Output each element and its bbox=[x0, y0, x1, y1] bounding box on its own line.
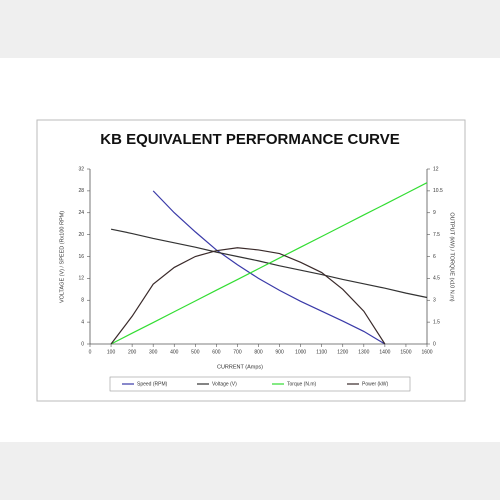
x-tick-label: 1100 bbox=[316, 349, 327, 355]
x-tick-label: 500 bbox=[191, 349, 200, 355]
legend-box bbox=[109, 376, 411, 392]
y-tick-label: 28 bbox=[78, 188, 84, 194]
y-tick-label: 32 bbox=[78, 166, 84, 172]
y-tick-label: 20 bbox=[78, 232, 84, 238]
y-tick-label: 4 bbox=[81, 319, 84, 325]
x-axis-title: CURRENT (Amps) bbox=[217, 364, 263, 370]
chart-title: KB EQUIVALENT PERFORMANCE CURVE bbox=[100, 131, 399, 148]
x-tick-label: 400 bbox=[170, 349, 179, 355]
x-tick-label: 1200 bbox=[337, 349, 348, 355]
series-line bbox=[110, 182, 428, 345]
y2-tick-label: 12 bbox=[433, 166, 439, 172]
y2-tick-label: 7.5 bbox=[433, 232, 440, 238]
x-tick-label: 900 bbox=[275, 349, 284, 355]
legend-label: Voltage (V) bbox=[212, 381, 237, 387]
y-axis-title: VOLTAGE (V) / SPEED (Rx100 RPM) bbox=[59, 211, 65, 303]
x-tick-label: 700 bbox=[233, 349, 242, 355]
series-line bbox=[152, 190, 386, 345]
y2-tick-label: 0 bbox=[433, 341, 436, 347]
x-tick-label: 200 bbox=[128, 349, 137, 355]
y-tick-label: 0 bbox=[81, 341, 84, 347]
x-tick-label: 1300 bbox=[358, 349, 369, 355]
x-tick-label: 0 bbox=[89, 349, 92, 355]
series-line bbox=[110, 247, 386, 345]
chart-frame bbox=[36, 119, 466, 402]
x-tick-label: 1600 bbox=[421, 349, 432, 355]
y2-tick-label: 3 bbox=[433, 298, 436, 304]
x-tick-label: 1400 bbox=[379, 349, 390, 355]
legend-label: Torque (N.m) bbox=[287, 381, 317, 387]
y2-axis-title: OUTPUT (kW) / TORQUE (x10 N.m) bbox=[449, 212, 455, 301]
legend-label: Power (kW) bbox=[362, 381, 388, 387]
x-tick-label: 100 bbox=[107, 349, 116, 355]
y2-tick-label: 10.5 bbox=[433, 188, 443, 194]
y-tick-label: 8 bbox=[81, 298, 84, 304]
x-tick-label: 300 bbox=[149, 349, 158, 355]
y-tick-label: 16 bbox=[78, 254, 84, 260]
y-tick-label: 24 bbox=[78, 210, 84, 216]
x-tick-label: 600 bbox=[212, 349, 221, 355]
y2-tick-label: 9 bbox=[433, 210, 436, 216]
legend-label: Speed (RPM) bbox=[137, 381, 168, 387]
y-tick-label: 12 bbox=[78, 276, 84, 282]
y2-tick-label: 4.5 bbox=[433, 276, 440, 282]
x-tick-label: 1500 bbox=[400, 349, 411, 355]
x-tick-label: 1000 bbox=[295, 349, 306, 355]
x-tick-label: 800 bbox=[254, 349, 263, 355]
y2-tick-label: 1.5 bbox=[433, 319, 440, 325]
y2-tick-label: 6 bbox=[433, 254, 436, 260]
